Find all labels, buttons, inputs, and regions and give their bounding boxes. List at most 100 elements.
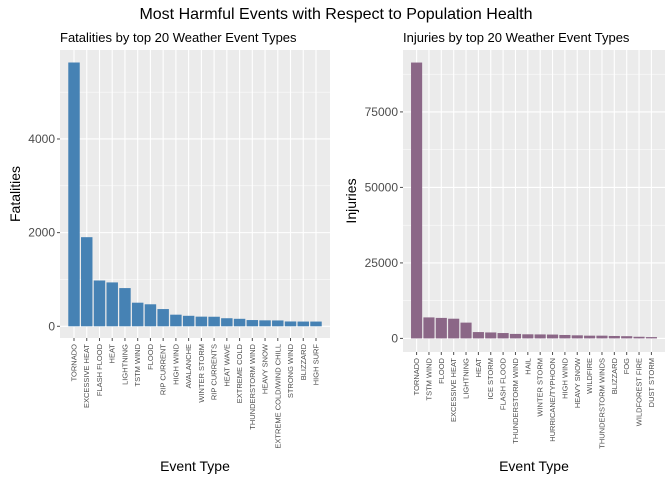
injuries-bar-flood [435,317,447,339]
fatalities-bar-tstm-wind [131,302,144,327]
fatalities-bar-strong-wind [284,321,297,327]
fatalities-x-tick-label: TORNADO [70,344,79,382]
injuries-x-tick-label: ICE STORM [486,358,495,400]
fatalities-y-tick-label: 4000 [28,132,55,146]
fatalities-y-ticks: 0 2000 4000 [28,132,60,333]
injuries-x-tick-label: HIGH WIND [560,357,569,398]
fatalities-bar-tornado [68,62,80,327]
injuries-bar-ice-storm [485,332,497,339]
fatalities-bar-winter-storm [195,316,208,327]
fatalities-x-tick-label: THUNDERSTORM WIND [248,343,257,429]
fatalities-x-tick-label: HIGH SURF [311,344,320,386]
injuries-bar-hurricane-typhoon [546,334,559,339]
injuries-y-tick-label: 50000 [365,180,399,194]
injuries-bar-heat [472,332,484,339]
injuries-bar-dust-storm [645,337,657,339]
injuries-y-ticks: 0 25000 50000 75000 [365,105,403,345]
fatalities-bar-rip-current [157,309,169,327]
injuries-x-tick-label: WILDFIRE [585,358,594,394]
fatalities-bar-extreme-cold-wind-chill [272,320,284,327]
fatalities-bar-avalanche [182,315,195,327]
fatalities-x-tick-label: FLOOD [146,343,155,369]
injuries-gridlines [403,50,665,352]
fatalities-x-tick-label: HEAT WAVE [222,344,231,387]
injuries-x-tick-label: THUNDERSTORM WIND [511,357,520,443]
fatalities-bars [68,62,322,327]
injuries-bar-hail [522,334,534,339]
injuries-bars [411,62,657,339]
fatalities-x-tick-label: STRONG WIND [286,343,295,398]
fatalities-bar-excessive-heat [81,237,93,327]
injuries-y-tick-label: 25000 [365,256,399,270]
fatalities-x-tick-label: HEAT [108,344,117,364]
fatalities-bar-heat [106,282,118,327]
fatalities-chart-title: Fatalities by top 20 Weather Event Types [60,30,297,45]
injuries-bar-thunderstorm-winds [596,335,608,339]
injuries-bar-blizzard [608,335,620,339]
fatalities-y-tick-label: 2000 [28,226,55,240]
fatalities-x-tick-label: HEAVY SNOW [261,343,270,394]
injuries-chart: Injuries by top 20 Weather Event Types 0… [343,30,665,474]
fatalities-x-tick-label: TSTM WIND [133,343,142,386]
fatalities-bar-flash-flood [93,280,106,327]
injuries-x-tick-label: THUNDERSTORM WINDS [597,358,606,449]
injuries-x-tick-label: BLIZZARD [610,357,619,394]
fatalities-x-tick-label: HIGH WIND [171,343,180,384]
fatalities-bar-flood [144,304,157,327]
fatalities-x-tick-label: RIP CURRENTS [210,344,219,400]
main-title: Most Harmful Events with Respect to Popu… [139,6,532,23]
injuries-bar-excessive-heat [448,318,460,339]
fatalities-bar-blizzard [297,321,309,327]
injuries-chart-title: Injuries by top 20 Weather Event Types [403,30,630,45]
fatalities-bar-lightning [119,288,131,327]
injuries-x-tick-label: FLASH FLOOD [499,357,508,410]
injuries-x-tick-label: TORNADO [412,358,421,396]
injuries-x-ticks: TORNADO TSTM WIND FLOOD EXCESSIVE HEAT LIGHT… [412,352,656,449]
injuries-x-tick-label: HAIL [523,358,532,375]
injuries-bar-high-wind [559,334,571,339]
injuries-y-axis-title: Injuries [343,178,359,223]
fatalities-bar-heat-wave [221,318,233,327]
fatalities-bar-extreme-cold [233,318,246,327]
injuries-bar-lightning [460,322,472,339]
injuries-x-tick-label: WILDFOREST FIRE [635,358,644,426]
injuries-x-tick-label: FLOOD [437,357,446,383]
injuries-panel-background [403,50,665,352]
fatalities-x-tick-label: FLASH FLOOD [95,343,104,396]
fatalities-bar-high-surf [310,321,322,327]
injuries-bar-winter-storm [534,334,546,339]
fatalities-x-tick-label: BLIZZARD [299,343,308,380]
injuries-x-tick-label: HURRICANE/TYPHOON [548,358,557,442]
injuries-bar-tornado [411,62,423,339]
fatalities-x-tick-label: LIGHTNING [120,344,129,385]
injuries-x-tick-label: DUST STORM [647,358,656,407]
fatalities-x-tick-label: RIP CURRENT [159,344,168,396]
fatalities-bar-thunderstorm-wind [246,320,259,327]
injuries-x-tick-label: FOG [622,358,631,374]
fatalities-x-tick-label: EXTREME COLD [235,343,244,403]
fatalities-x-tick-label: WINTER STORM [197,344,206,403]
injuries-bar-fog [621,336,633,339]
injuries-bar-tstm-wind [423,317,435,339]
fatalities-x-tick-label: AVALANCHE [184,344,193,388]
injuries-bar-flash-flood [497,333,509,339]
injuries-bar-heavy-snow [571,335,583,339]
injuries-bar-thunderstorm-wind [509,333,522,339]
fatalities-bar-heavy-snow [259,320,271,327]
injuries-x-tick-label: EXCESSIVE HEAT [449,358,458,422]
fatalities-y-axis-title: Fatalities [7,166,23,222]
fatalities-x-axis-title: Event Type [160,458,230,474]
injuries-x-tick-label: HEAT [474,358,483,378]
injuries-y-tick-label: 0 [391,331,398,345]
fatalities-y-tick-label: 0 [48,319,55,333]
injuries-x-axis-title: Event Type [499,458,569,474]
injuries-x-tick-label: TSTM WIND [424,357,433,400]
injuries-x-tick-label: HEAVY SNOW [573,357,582,408]
injuries-x-tick-label: WINTER STORM [536,358,545,417]
injuries-bar-wildfire [584,335,596,339]
fatalities-bar-rip-currents [208,316,220,327]
injuries-bar-wildforest-fire [633,336,645,339]
fatalities-bar-high-wind [170,314,182,327]
injuries-x-tick-label: LIGHTNING [462,358,471,399]
injuries-y-tick-label: 75000 [365,105,399,119]
